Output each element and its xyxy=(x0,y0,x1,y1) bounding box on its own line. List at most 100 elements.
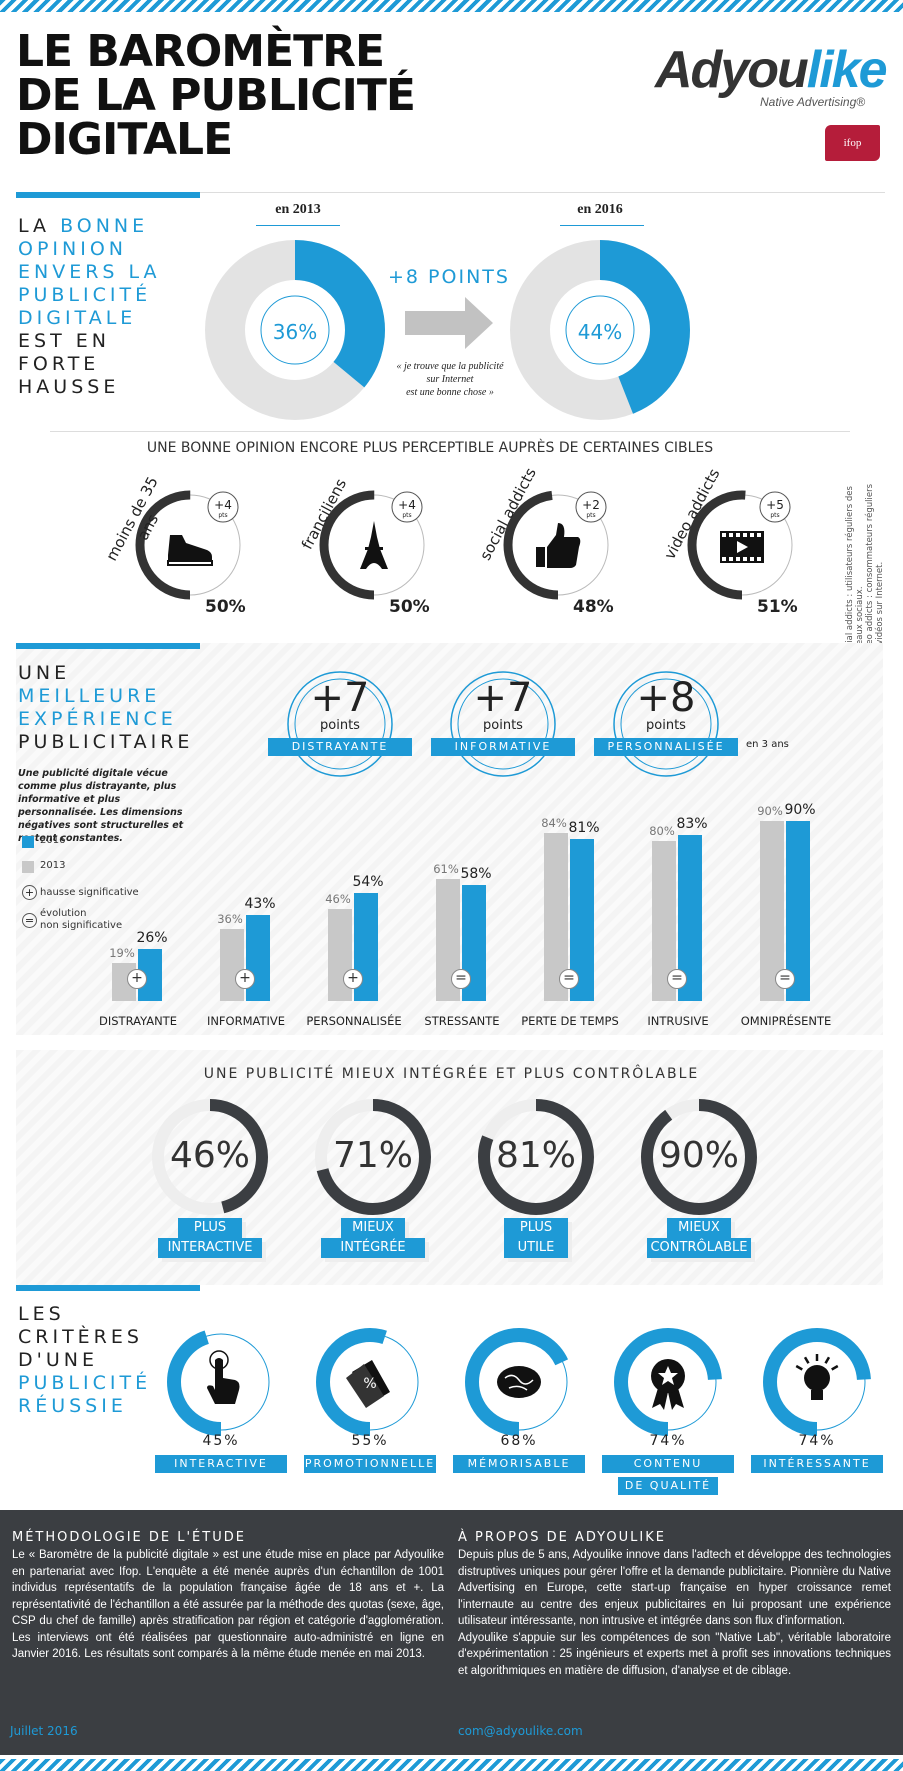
footer-date: Juillet 2016 xyxy=(10,1724,78,1738)
badge-number: +7 xyxy=(310,675,370,721)
bar-2016-label: 81% xyxy=(568,820,600,836)
gauge-label-2: INTÉGRÉE xyxy=(321,1238,425,1258)
gauge-arc xyxy=(152,1099,268,1215)
donut-2013 xyxy=(205,240,385,420)
logo-tagline: Native Advertising® xyxy=(760,95,866,109)
plus-sign-icon: + xyxy=(22,885,37,900)
criterion-arc xyxy=(614,1328,722,1436)
target-arc xyxy=(687,490,797,600)
significance-sign: = xyxy=(775,969,795,989)
bar-2016 xyxy=(246,915,270,1001)
gauge-label: PLUS UTILE xyxy=(504,1218,568,1258)
criterion-label: CONTENU xyxy=(602,1455,734,1473)
target-delta: +4 xyxy=(214,498,232,512)
footer-email[interactable]: com@adyoulike.com xyxy=(458,1724,583,1738)
category-label: PERSONNALISÉE xyxy=(306,1014,402,1028)
category-label: PERTE DE TEMPS xyxy=(521,1014,619,1028)
bar-2016-label: 90% xyxy=(784,802,816,818)
criterion-pct: 68% xyxy=(500,1433,538,1449)
gauge xyxy=(641,1099,757,1215)
about-text-2: Adyoulike s'appuie sur les compétences d… xyxy=(458,1631,891,1677)
criterion-arc xyxy=(763,1328,871,1436)
significance-sign: + xyxy=(235,969,255,989)
adyoulike-logo[interactable]: Adyoulike xyxy=(655,41,887,99)
target-arc xyxy=(135,490,245,600)
points-badge xyxy=(287,671,393,777)
criterion-label-2: DE QUALITÉ xyxy=(618,1477,718,1495)
bar-2016-label: 58% xyxy=(460,866,492,882)
eiffel-tower-icon xyxy=(360,521,388,569)
about-title: À PROPOS DE ADYOULIKE xyxy=(458,1530,666,1545)
year-underline xyxy=(256,225,340,226)
bar-2016-label: 26% xyxy=(136,930,168,946)
criterion-pct: 74% xyxy=(798,1433,836,1449)
year-2013-label: en 2013 xyxy=(275,202,321,217)
ifop-logo[interactable]: ifop xyxy=(825,125,880,161)
target-footnote: Social addicts : utilisateurs réguliers … xyxy=(845,483,885,658)
bottom-stripe xyxy=(0,1759,903,1771)
sneaker-icon xyxy=(167,535,213,566)
criterion-donut xyxy=(167,1328,275,1436)
gauge-pct: 90% xyxy=(658,1135,739,1176)
brain-icon xyxy=(497,1366,541,1398)
legend-2016: 2016 xyxy=(40,835,66,846)
section4-heading: UNE PUBLICITÉ MIEUX INTÉGRÉE ET PLUS CON… xyxy=(203,1066,700,1082)
points-badge xyxy=(613,671,719,777)
gauge-label: MIEUX xyxy=(341,1218,405,1238)
criterion-donut xyxy=(614,1328,722,1436)
criterion-pct: 45% xyxy=(202,1433,240,1449)
thumbs-up-icon xyxy=(536,523,581,568)
bar-2016-label: 54% xyxy=(352,874,384,890)
badge-label: PERSONNALISÉE xyxy=(594,738,738,756)
section-bar xyxy=(16,1285,200,1291)
gauge-pct: 46% xyxy=(169,1135,250,1176)
gauge xyxy=(315,1099,431,1215)
criterion-donut xyxy=(465,1328,573,1436)
significance-sign: = xyxy=(667,969,687,989)
donut-2016-pct: 44% xyxy=(577,320,623,344)
badge-label: DISTRAYANTE xyxy=(268,738,412,756)
badge-unit: points xyxy=(483,718,523,733)
gauge-label-2: CONTRÔLABLE xyxy=(647,1238,751,1258)
methodology-title: MÉTHODOLOGIE DE L'ÉTUDE xyxy=(12,1530,246,1545)
badge-number: +7 xyxy=(473,675,533,721)
significance-sign: + xyxy=(343,969,363,989)
criterion-label: INTERACTIVE xyxy=(155,1455,287,1473)
year-underline xyxy=(560,225,644,226)
gauge-label: MIEUX xyxy=(667,1218,731,1238)
year-2016-label: en 2016 xyxy=(577,202,623,217)
points-badge xyxy=(450,671,556,777)
top-stripe xyxy=(0,0,903,12)
criterion-label: MÉMORISABLE xyxy=(453,1455,585,1473)
bar-2013-label: 90% xyxy=(757,804,783,818)
section5-title: LES CRITÈRES D'UNE PUBLICITÉ RÉUSSIE xyxy=(18,1303,152,1417)
section2-heading: UNE BONNE OPINION ENCORE PLUS PERCEPTIBL… xyxy=(146,440,714,456)
target-pts: pts xyxy=(218,512,227,519)
target-arc xyxy=(503,490,613,600)
criterion-label: INTÉRESSANTE xyxy=(751,1455,883,1473)
category-label: INFORMATIVE xyxy=(206,1014,286,1028)
award-ribbon-icon xyxy=(651,1359,685,1410)
category-label: STRESSANTE xyxy=(424,1014,500,1028)
criterion-arc xyxy=(316,1328,424,1436)
section-bar xyxy=(16,643,200,649)
light-bulb-icon xyxy=(795,1354,839,1400)
film-icon xyxy=(720,531,764,563)
divider xyxy=(200,192,885,193)
donut-2016 xyxy=(510,240,690,420)
category-label: INTRUSIVE xyxy=(647,1014,709,1028)
criterion-pct: 55% xyxy=(351,1433,389,1449)
legend-2016-swatch xyxy=(22,836,34,848)
legend-plus: hausse significative xyxy=(40,887,139,898)
gauge-pct: 81% xyxy=(495,1135,576,1176)
target-delta: +2 xyxy=(582,498,600,512)
gauge-arc xyxy=(478,1099,594,1215)
target-pts: pts xyxy=(586,512,595,519)
delta-points: +8 POINTS xyxy=(388,266,510,288)
quote: « je trouve que la publicité sur Internet… xyxy=(396,361,504,398)
bar-2016-label: 83% xyxy=(676,816,708,832)
significance-sign: = xyxy=(559,969,579,989)
